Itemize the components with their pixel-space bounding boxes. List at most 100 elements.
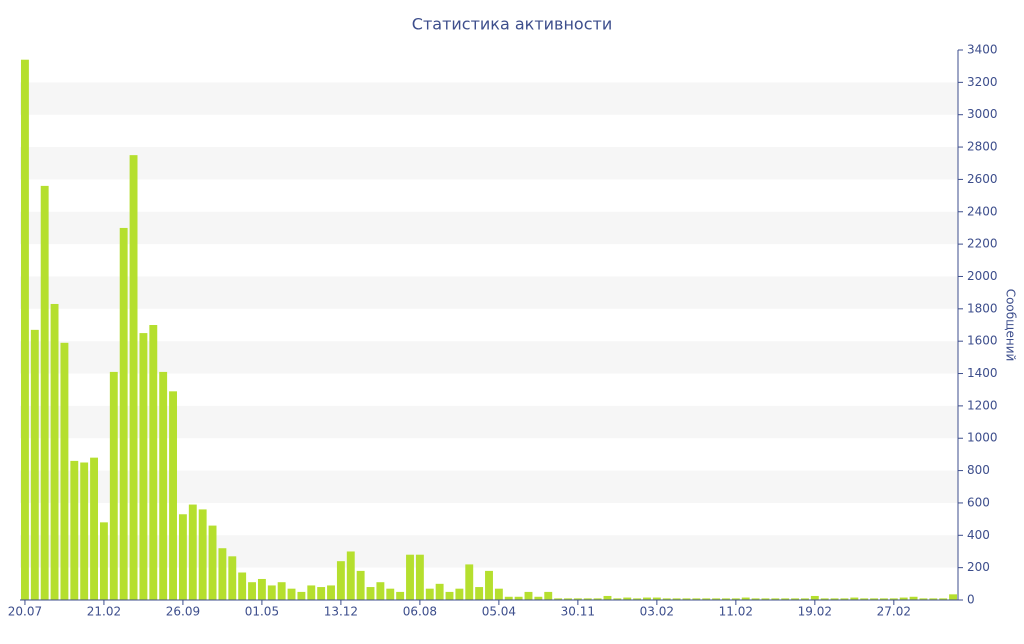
y-tick-label: 1000 [967, 431, 998, 445]
bar [702, 598, 711, 600]
y-tick-label: 2200 [967, 237, 998, 251]
bar [524, 591, 533, 600]
bar [850, 597, 859, 600]
bar [899, 597, 908, 600]
bar [791, 598, 800, 600]
bar [129, 155, 138, 600]
bar [415, 554, 424, 600]
bar [139, 333, 148, 600]
bar [376, 582, 385, 600]
bar [485, 570, 493, 600]
y-tick-label: 200 [967, 560, 990, 574]
y-tick-label: 400 [967, 528, 990, 542]
y-axis-label: Сообщений [1004, 289, 1018, 362]
bar [198, 509, 207, 600]
grid-band [20, 82, 958, 115]
bar [830, 598, 839, 600]
bar [722, 598, 730, 600]
bar [425, 588, 434, 600]
bar [860, 598, 869, 600]
bar [178, 514, 187, 600]
bar [643, 597, 651, 600]
bar [396, 591, 405, 600]
bar [218, 548, 227, 600]
y-tick-label: 1600 [967, 334, 998, 348]
bar [633, 598, 642, 600]
bar [267, 585, 276, 600]
bar [889, 598, 898, 600]
bar [30, 329, 39, 600]
y-tick-label: 3200 [967, 75, 998, 89]
bar [317, 587, 326, 600]
bar [159, 371, 168, 600]
bar [465, 564, 474, 600]
bar [731, 598, 740, 600]
bar [169, 391, 177, 600]
y-tick-label: 3400 [967, 43, 998, 57]
bar [327, 585, 335, 600]
bar [652, 597, 661, 600]
bar [939, 598, 948, 600]
bar [90, 457, 99, 600]
x-tick-label: 03.02 [640, 605, 674, 619]
bar [475, 587, 484, 600]
bar [257, 578, 266, 600]
bar [534, 596, 543, 600]
grid-band [20, 276, 958, 309]
bar [40, 185, 49, 600]
bar [919, 598, 928, 600]
bar [109, 371, 118, 600]
bar [929, 598, 938, 600]
bar [119, 227, 128, 601]
bar [455, 588, 464, 600]
bar [662, 598, 671, 600]
bar [238, 572, 247, 600]
bar [949, 594, 958, 600]
bar [60, 342, 69, 600]
bar [80, 462, 89, 600]
bar [682, 598, 691, 600]
bar [613, 598, 622, 600]
bar [20, 59, 29, 601]
bar [277, 582, 286, 600]
y-tick-label: 0 [967, 593, 975, 607]
bar [672, 598, 681, 600]
bar [781, 598, 790, 600]
y-tick-label: 1200 [967, 398, 998, 412]
bar [70, 460, 79, 600]
y-tick-label: 3000 [967, 107, 998, 121]
y-tick-label: 2000 [967, 269, 998, 283]
bar [514, 596, 523, 600]
x-tick-label: 27.02 [877, 605, 911, 619]
bar [593, 598, 602, 600]
x-tick-label: 13.12 [324, 605, 358, 619]
bar [307, 585, 316, 600]
grid-band [20, 211, 958, 245]
x-tick-label: 19.02 [798, 605, 832, 619]
chart-title: Статистика активности [412, 15, 612, 34]
bar [435, 583, 444, 600]
bar [366, 587, 375, 600]
bar [771, 598, 780, 600]
y-tick-label: 600 [967, 495, 990, 509]
bar [554, 598, 563, 600]
bar [564, 598, 572, 600]
y-tick-label: 1800 [967, 301, 998, 315]
grid-band [20, 341, 958, 374]
bar [228, 556, 237, 600]
x-tick-label: 21.02 [87, 605, 121, 619]
x-tick-label: 06.08 [403, 605, 437, 619]
bar [870, 598, 879, 600]
bar [406, 554, 414, 600]
bar [99, 522, 108, 600]
bar [287, 588, 296, 600]
bar [692, 598, 701, 600]
bar [840, 598, 849, 600]
x-tick-label: 30.11 [561, 605, 595, 619]
bar [248, 582, 256, 600]
x-tick-label: 26.09 [166, 605, 200, 619]
bar [445, 591, 454, 600]
x-tick-label: 05.04 [482, 605, 516, 619]
bar [149, 325, 158, 600]
bar [810, 595, 819, 600]
